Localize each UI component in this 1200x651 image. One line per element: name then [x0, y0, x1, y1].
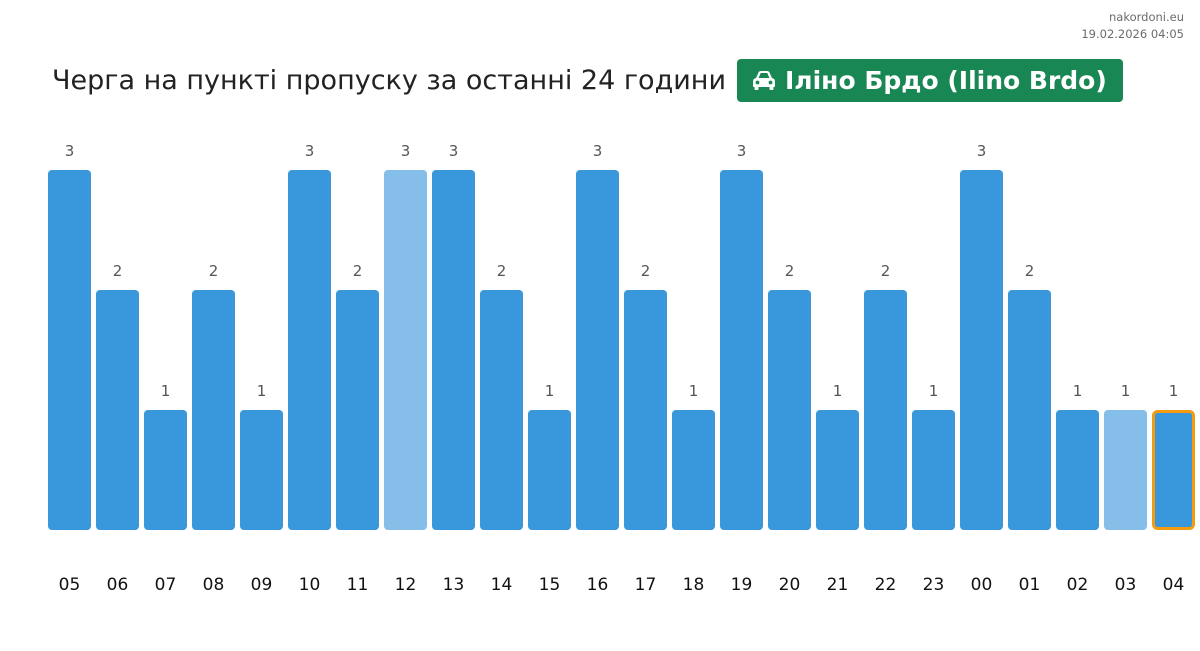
data-label-11: 2: [353, 262, 363, 280]
x-tick-label-17: 17: [635, 575, 657, 595]
data-label-09: 1: [257, 382, 267, 400]
x-tick-label-00: 00: [971, 575, 993, 595]
x-tick-label-19: 19: [731, 575, 753, 595]
data-label-07: 1: [161, 382, 171, 400]
bar-06: [96, 290, 139, 530]
data-label-16: 3: [593, 142, 603, 160]
bar-13: [432, 170, 475, 530]
checkpoint-name: Іліно Брдо (Ilino Brdo): [785, 65, 1107, 95]
source-site: nakordoni.eu: [1109, 10, 1184, 24]
data-label-15: 1: [545, 382, 555, 400]
x-tick-label-04: 04: [1163, 575, 1185, 595]
data-label-05: 3: [65, 142, 75, 160]
x-tick-label-01: 01: [1019, 575, 1041, 595]
x-tick-label-23: 23: [923, 575, 945, 595]
data-label-22: 2: [881, 262, 891, 280]
x-tick-label-10: 10: [299, 575, 321, 595]
data-label-08: 2: [209, 262, 219, 280]
x-tick-label-11: 11: [347, 575, 369, 595]
data-label-06: 2: [113, 262, 123, 280]
car-icon: [751, 69, 777, 91]
data-label-10: 3: [305, 142, 315, 160]
bar-05: [48, 170, 91, 530]
bar-15: [528, 410, 571, 530]
bar-10: [288, 170, 331, 530]
bar-14: [480, 290, 523, 530]
x-tick-label-18: 18: [683, 575, 705, 595]
data-label-01: 2: [1025, 262, 1035, 280]
data-label-13: 3: [449, 142, 459, 160]
bar-16: [576, 170, 619, 530]
x-tick-label-07: 07: [155, 575, 177, 595]
data-label-02: 1: [1073, 382, 1083, 400]
x-tick-label-21: 21: [827, 575, 849, 595]
bar-23: [912, 410, 955, 530]
data-label-03: 1: [1121, 382, 1131, 400]
data-label-17: 2: [641, 262, 651, 280]
data-label-19: 3: [737, 142, 747, 160]
chart-title: Черга на пункті пропуску за останні 24 г…: [52, 64, 726, 96]
x-tick-label-16: 16: [587, 575, 609, 595]
x-tick-label-03: 03: [1115, 575, 1137, 595]
bar-03: [1104, 410, 1147, 530]
data-label-12: 3: [401, 142, 411, 160]
data-label-21: 1: [833, 382, 843, 400]
bar-08: [192, 290, 235, 530]
checkpoint-badge: Іліно Брдо (Ilino Brdo): [737, 58, 1123, 102]
x-tick-label-15: 15: [539, 575, 561, 595]
bar-07: [144, 410, 187, 530]
bar-18: [672, 410, 715, 530]
x-tick-label-08: 08: [203, 575, 225, 595]
data-label-20: 2: [785, 262, 795, 280]
bar-00: [960, 170, 1003, 530]
x-tick-label-09: 09: [251, 575, 273, 595]
x-tick-label-06: 06: [107, 575, 129, 595]
bar-17: [624, 290, 667, 530]
bar-12: [384, 170, 427, 530]
data-label-18: 1: [689, 382, 699, 400]
x-tick-label-05: 05: [59, 575, 81, 595]
x-tick-label-20: 20: [779, 575, 801, 595]
data-label-23: 1: [929, 382, 939, 400]
bar-19: [720, 170, 763, 530]
bar-22: [864, 290, 907, 530]
source-info: nakordoni.eu 19.02.2026 04:05: [1081, 9, 1184, 43]
bar-02: [1056, 410, 1099, 530]
data-label-14: 2: [497, 262, 507, 280]
data-label-00: 3: [977, 142, 987, 160]
x-tick-label-02: 02: [1067, 575, 1089, 595]
bar-01: [1008, 290, 1051, 530]
bar-04: [1152, 410, 1195, 530]
x-tick-label-12: 12: [395, 575, 417, 595]
x-tick-label-14: 14: [491, 575, 513, 595]
bar-11: [336, 290, 379, 530]
bar-20: [768, 290, 811, 530]
x-tick-label-22: 22: [875, 575, 897, 595]
bar-21: [816, 410, 859, 530]
bar-09: [240, 410, 283, 530]
chart-header: Черга на пункті пропуску за останні 24 г…: [52, 58, 1123, 102]
source-timestamp: 19.02.2026 04:05: [1081, 27, 1184, 41]
data-label-04: 1: [1169, 382, 1179, 400]
x-tick-label-13: 13: [443, 575, 465, 595]
